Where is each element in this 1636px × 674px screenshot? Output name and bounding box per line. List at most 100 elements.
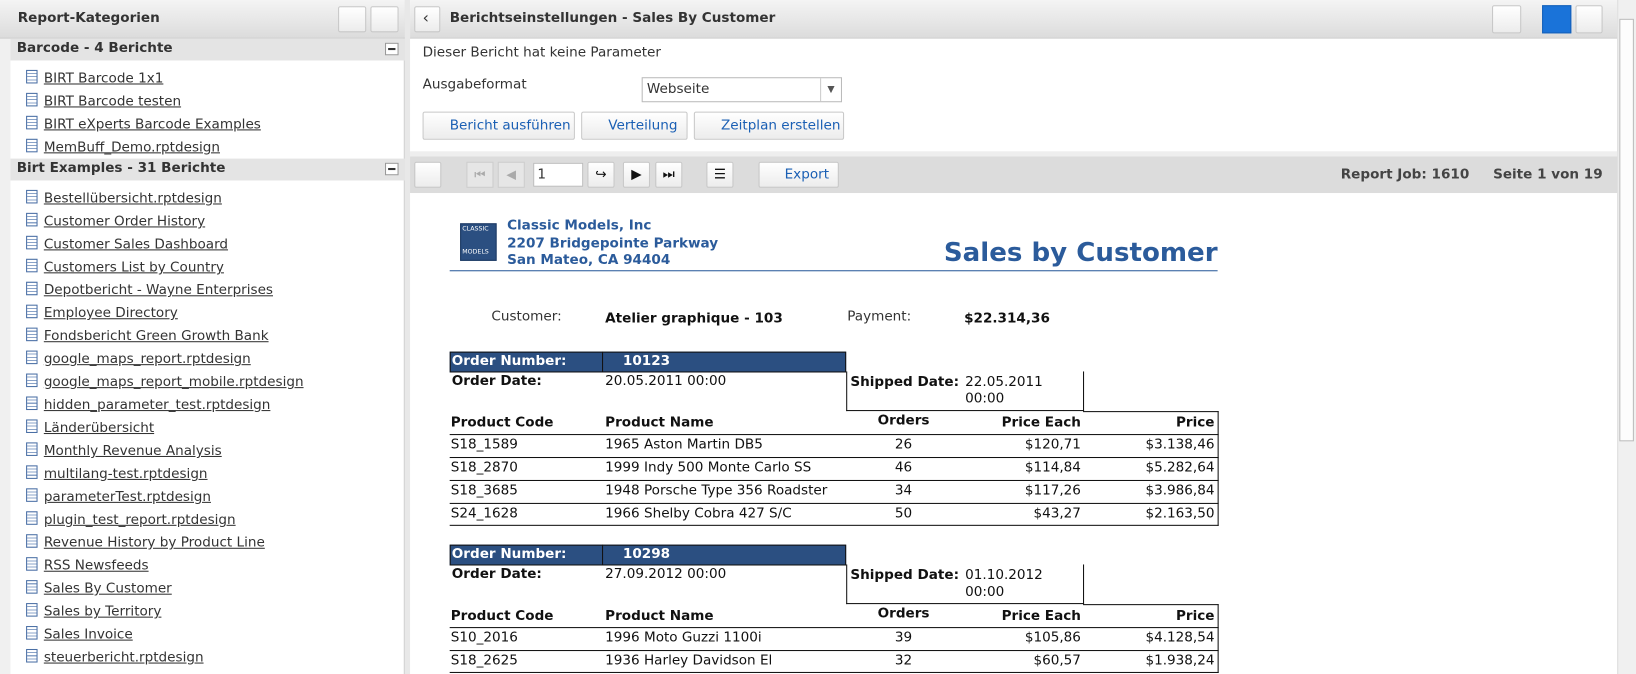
- table-cell: S18_3685: [450, 483, 518, 499]
- table-cell: 1966 Shelby Cobra 427 S/C: [605, 506, 792, 522]
- report-link[interactable]: Customer Sales Dashboard: [43, 236, 229, 253]
- shipped-box: [846, 371, 1085, 412]
- report-icon: [26, 212, 38, 227]
- report-link[interactable]: Sales Invoice: [43, 627, 133, 643]
- table-cell: 1999 Indy 500 Monte Carlo SS: [605, 460, 812, 476]
- nav-button[interactable]: ⏮: [466, 161, 494, 188]
- report-icon: [26, 350, 38, 365]
- format-select[interactable]: [641, 77, 842, 103]
- report-icon: [26, 258, 38, 273]
- table-cell: $105,86: [1024, 630, 1081, 646]
- nav-button[interactable]: ↪: [587, 161, 615, 188]
- action-button[interactable]: [581, 111, 688, 140]
- customer-value: Atelier graphique - 103: [605, 310, 783, 327]
- order-bar-divider: [602, 351, 604, 373]
- column-header: Product Name: [605, 608, 714, 624]
- report-icon: [26, 465, 38, 479]
- report-icon: [26, 580, 38, 594]
- table-cell: S18_1589: [450, 437, 518, 453]
- order-bar-divider: [602, 544, 604, 566]
- column-header: Product Code: [450, 608, 554, 624]
- export-button[interactable]: [758, 161, 839, 188]
- logo: [460, 223, 497, 261]
- company-line: Classic Models, Inc: [507, 218, 652, 234]
- icon-button[interactable]: [370, 6, 399, 33]
- table-cell: $3.138,46: [1145, 437, 1215, 453]
- shipped-date-label: Shipped Date:: [850, 374, 960, 391]
- report-link[interactable]: Bestellübersicht.rptdesign: [43, 190, 222, 207]
- report-link[interactable]: Sales by Territory: [43, 604, 162, 620]
- header-title: Berichtseinstellungen - Sales By Custome…: [449, 10, 776, 27]
- table-cell: 46: [894, 460, 913, 476]
- table-top-rule: [1083, 411, 1219, 413]
- page-input[interactable]: [533, 162, 584, 187]
- report-link[interactable]: parameterTest.rptdesign: [43, 489, 211, 505]
- row-rule: [449, 479, 1219, 481]
- table-cell: $3.986,84: [1145, 483, 1215, 499]
- group-title[interactable]: Barcode - 4 Berichte: [16, 40, 173, 57]
- report-link[interactable]: steuerbericht.rptdesign: [43, 650, 204, 666]
- scrollbar-thumb[interactable]: [1619, 18, 1634, 442]
- column-header: Orders: [877, 606, 930, 622]
- table-cell: $120,71: [1024, 437, 1081, 453]
- report-link[interactable]: BIRT eXperts Barcode Examples: [43, 116, 261, 133]
- report-link[interactable]: RSS Newsfeeds: [43, 558, 149, 574]
- nav-button[interactable]: ▶: [622, 161, 651, 188]
- collapse-button[interactable]: [1542, 5, 1572, 34]
- report-icon: [26, 534, 38, 548]
- nav-button[interactable]: ⏭: [655, 161, 683, 188]
- report-link[interactable]: google_maps_report_mobile.rptdesign: [43, 374, 304, 391]
- report-icon: [26, 603, 38, 617]
- page-info: Seite 1 von 19: [1493, 166, 1603, 183]
- report-link[interactable]: BIRT Barcode 1x1: [43, 70, 164, 87]
- info-button[interactable]: [1575, 5, 1603, 34]
- report-link[interactable]: hidden_parameter_test.rptdesign: [43, 397, 271, 414]
- format-label: Ausgabeformat: [422, 77, 527, 93]
- shipped-date: 00:00: [965, 584, 1005, 600]
- report-link[interactable]: Customer Order History: [43, 213, 206, 230]
- table-cell: $114,84: [1024, 460, 1081, 476]
- table-cell: 1965 Aston Martin DB5: [605, 437, 763, 453]
- report-link[interactable]: Depotbericht - Wayne Enterprises: [43, 282, 274, 299]
- report-link[interactable]: Employee Directory: [43, 305, 178, 322]
- report-link[interactable]: Sales By Customer: [43, 581, 172, 597]
- shipped-date: 00:00: [965, 391, 1005, 407]
- report-link[interactable]: Revenue History by Product Line: [43, 535, 265, 551]
- shipped-date: 22.05.2011: [965, 374, 1043, 391]
- group-header: [10, 158, 405, 181]
- order-date-label: Order Date:: [451, 373, 542, 390]
- fullscreen-button[interactable]: [1492, 5, 1522, 34]
- report-link[interactable]: MemBuff_Demo.rptdesign: [43, 139, 220, 156]
- customer-label: Customer:: [491, 308, 562, 325]
- table-top-rule: [1083, 604, 1219, 606]
- report-link[interactable]: Länderübersicht: [43, 420, 155, 437]
- toc-button[interactable]: [414, 161, 442, 188]
- order-date-label: Order Date:: [451, 566, 542, 583]
- nav-button[interactable]: ☰: [706, 161, 734, 188]
- action-button[interactable]: [422, 111, 575, 140]
- nav-button[interactable]: ◀: [497, 161, 525, 188]
- report-link[interactable]: BIRT Barcode testen: [43, 93, 182, 110]
- back-arrow: ‹: [422, 8, 429, 28]
- report-icon: [26, 327, 38, 342]
- report-link[interactable]: Customers List by Country: [43, 259, 224, 276]
- report-icon: [26, 648, 38, 663]
- report-link[interactable]: google_maps_report.rptdesign: [43, 351, 251, 368]
- group-title[interactable]: Birt Examples - 31 Berichte: [16, 160, 226, 177]
- action-label: Bericht ausführen: [449, 117, 571, 134]
- report-link[interactable]: Monthly Revenue Analysis: [43, 443, 222, 460]
- action-button[interactable]: [693, 111, 845, 140]
- logo-text: CLASSIC: [462, 225, 489, 233]
- report-link[interactable]: plugin_test_report.rptdesign: [43, 512, 236, 528]
- row-rule: [449, 650, 1219, 652]
- report-link[interactable]: Fondsbericht Green Growth Bank: [43, 328, 269, 345]
- back-button[interactable]: [414, 6, 441, 33]
- logo-text: MODELS: [462, 248, 489, 256]
- report-link[interactable]: multilang-test.rptdesign: [43, 466, 208, 483]
- icon-button[interactable]: [338, 6, 367, 33]
- column-header: Price Each: [1001, 608, 1081, 624]
- report-icon: [26, 557, 38, 571]
- table-cell: 39: [894, 630, 913, 646]
